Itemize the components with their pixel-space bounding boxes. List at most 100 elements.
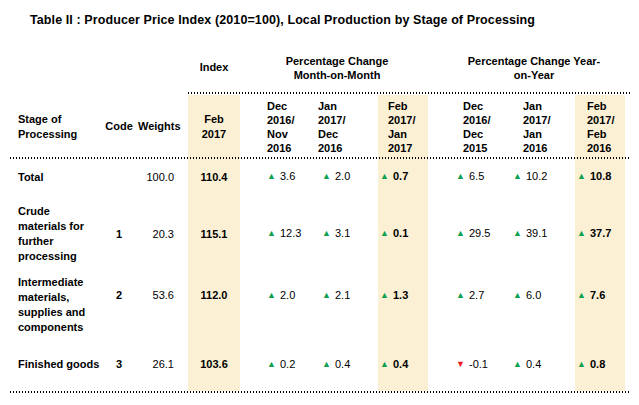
- trend-down-icon: ▼: [456, 357, 469, 372]
- trend-value: ▲3.1: [322, 226, 378, 242]
- trend-value: ▲10.2: [513, 169, 575, 185]
- trend-value: ▲29.5: [456, 226, 510, 242]
- header-index-period: Feb 2017: [188, 95, 240, 158]
- row-3-index: 103.6: [188, 348, 240, 392]
- trend-up-icon: ▲: [513, 226, 526, 241]
- column-spacer: [428, 196, 454, 272]
- value-text: 0.1: [393, 227, 408, 239]
- trend-up-icon: ▲: [380, 357, 393, 372]
- value-text: 12.3: [280, 227, 301, 239]
- value-text: 6.0: [526, 289, 541, 301]
- row-3-yoy-2: ▲0.8: [575, 348, 625, 392]
- trend-value: ▼-0.1: [456, 357, 510, 373]
- header-code: Code: [100, 95, 138, 158]
- value-text: 2.0: [280, 289, 295, 301]
- trend-value: ▲3.6: [267, 169, 302, 185]
- table-title: Table II : Producer Price Index (2010=10…: [30, 13, 535, 27]
- column-spacer: [428, 272, 454, 348]
- row-1-code: 1: [100, 196, 138, 272]
- trend-up-icon: ▲: [380, 169, 393, 184]
- row-0-label: Total: [10, 158, 100, 196]
- value-text: 29.5: [469, 227, 490, 239]
- value-text: 2.1: [335, 289, 350, 301]
- row-0-yoy-0: ▲6.5: [454, 158, 510, 196]
- value-text: 10.2: [526, 170, 547, 182]
- row-2-yoy-0: ▲2.7: [454, 272, 510, 348]
- row-0-mom-2: ▲0.7: [378, 158, 428, 196]
- value-text: 10.8: [590, 170, 611, 182]
- header-yoy-dec-dec: Dec 2016/ Dec 2015: [454, 95, 510, 158]
- row-3-mom-0: ▲0.2: [246, 348, 302, 392]
- value-text: 0.4: [335, 358, 350, 370]
- row-0-code: [100, 158, 138, 196]
- value-text: 2.0: [335, 170, 350, 182]
- trend-up-icon: ▲: [322, 169, 335, 184]
- row-1-mom-1: ▲3.1: [302, 196, 378, 272]
- trend-up-icon: ▲: [380, 226, 393, 241]
- row-2-mom-2: ▲1.3: [378, 272, 428, 348]
- value-text: 0.8: [590, 358, 605, 370]
- row-3-weights: 26.1: [138, 348, 178, 392]
- row-2-index: 112.0: [188, 272, 240, 348]
- row-3-mom-2: ▲0.4: [378, 348, 428, 392]
- trend-value: ▲0.8: [577, 357, 625, 373]
- trend-up-icon: ▲: [577, 226, 590, 241]
- header-text: Dec 2016/ Nov 2016: [267, 99, 301, 155]
- row-0-weights: 100.0: [138, 158, 178, 196]
- header-mom-dec-nov: Dec 2016/ Nov 2016: [246, 95, 302, 158]
- trend-value: ▲0.4: [513, 357, 575, 373]
- trend-value: ▲6.0: [513, 288, 575, 304]
- row-2-mom-1: ▲2.1: [302, 272, 378, 348]
- trend-up-icon: ▲: [267, 169, 280, 184]
- ppi-data-grid: Stage of Processing Code Weights Feb 201…: [10, 95, 625, 392]
- trend-value: ▲7.6: [577, 288, 625, 304]
- trend-up-icon: ▲: [513, 357, 526, 372]
- row-3-yoy-1: ▲0.4: [510, 348, 575, 392]
- trend-up-icon: ▲: [577, 357, 590, 372]
- value-text: 6.5: [469, 170, 484, 182]
- row-1-yoy-0: ▲29.5: [454, 196, 510, 272]
- row-2-label: Intermediate materials, supplies and com…: [10, 272, 100, 348]
- row-1-mom-2: ▲0.1: [378, 196, 428, 272]
- trend-up-icon: ▲: [267, 226, 280, 241]
- value-text: 3.1: [335, 227, 350, 239]
- row-2-mom-0: ▲2.0: [246, 272, 302, 348]
- header-stage-of-processing: Stage of Processing: [10, 95, 100, 158]
- row-2-yoy-1: ▲6.0: [510, 272, 575, 348]
- trend-value: ▲6.5: [456, 169, 510, 185]
- trend-value: ▲37.7: [577, 226, 625, 242]
- row-1-yoy-2: ▲37.7: [575, 196, 625, 272]
- header-yoy-jan-jan: Jan 2017/ Jan 2016: [510, 95, 575, 158]
- value-text: 0.7: [393, 170, 408, 182]
- trend-value: ▲0.1: [380, 226, 428, 242]
- trend-up-icon: ▲: [577, 288, 590, 303]
- trend-value: ▲2.0: [322, 169, 378, 185]
- trend-value: ▲2.0: [267, 288, 302, 304]
- group-header-index: Index: [188, 61, 240, 75]
- trend-value: ▲0.4: [322, 357, 378, 373]
- column-spacer: [178, 272, 188, 348]
- trend-value: ▲0.4: [380, 357, 428, 373]
- row-0-mom-1: ▲2.0: [302, 158, 378, 196]
- trend-up-icon: ▲: [322, 288, 335, 303]
- row-0-yoy-2: ▲10.8: [575, 158, 625, 196]
- header-text: Feb 2017/ Jan 2017: [388, 99, 422, 155]
- trend-value: ▲2.7: [456, 288, 510, 304]
- trend-value: ▲10.8: [577, 169, 625, 185]
- row-1-mom-0: ▲12.3: [246, 196, 302, 272]
- column-spacer: [428, 348, 454, 392]
- row-0-mom-0: ▲3.6: [246, 158, 302, 196]
- ppi-table-page: Table II : Producer Price Index (2010=10…: [0, 0, 639, 405]
- dotted-rule-header: [10, 157, 630, 159]
- header-text: Jan 2017/ Jan 2016: [523, 99, 557, 155]
- trend-up-icon: ▲: [322, 357, 335, 372]
- row-0-index: 110.4: [188, 158, 240, 196]
- value-text: 0.2: [280, 358, 295, 370]
- trend-up-icon: ▲: [513, 169, 526, 184]
- row-3-label: Finished goods: [10, 348, 100, 392]
- trend-value: ▲39.1: [513, 226, 575, 242]
- trend-up-icon: ▲: [322, 226, 335, 241]
- trend-up-icon: ▲: [456, 169, 469, 184]
- trend-up-icon: ▲: [456, 288, 469, 303]
- trend-up-icon: ▲: [380, 288, 393, 303]
